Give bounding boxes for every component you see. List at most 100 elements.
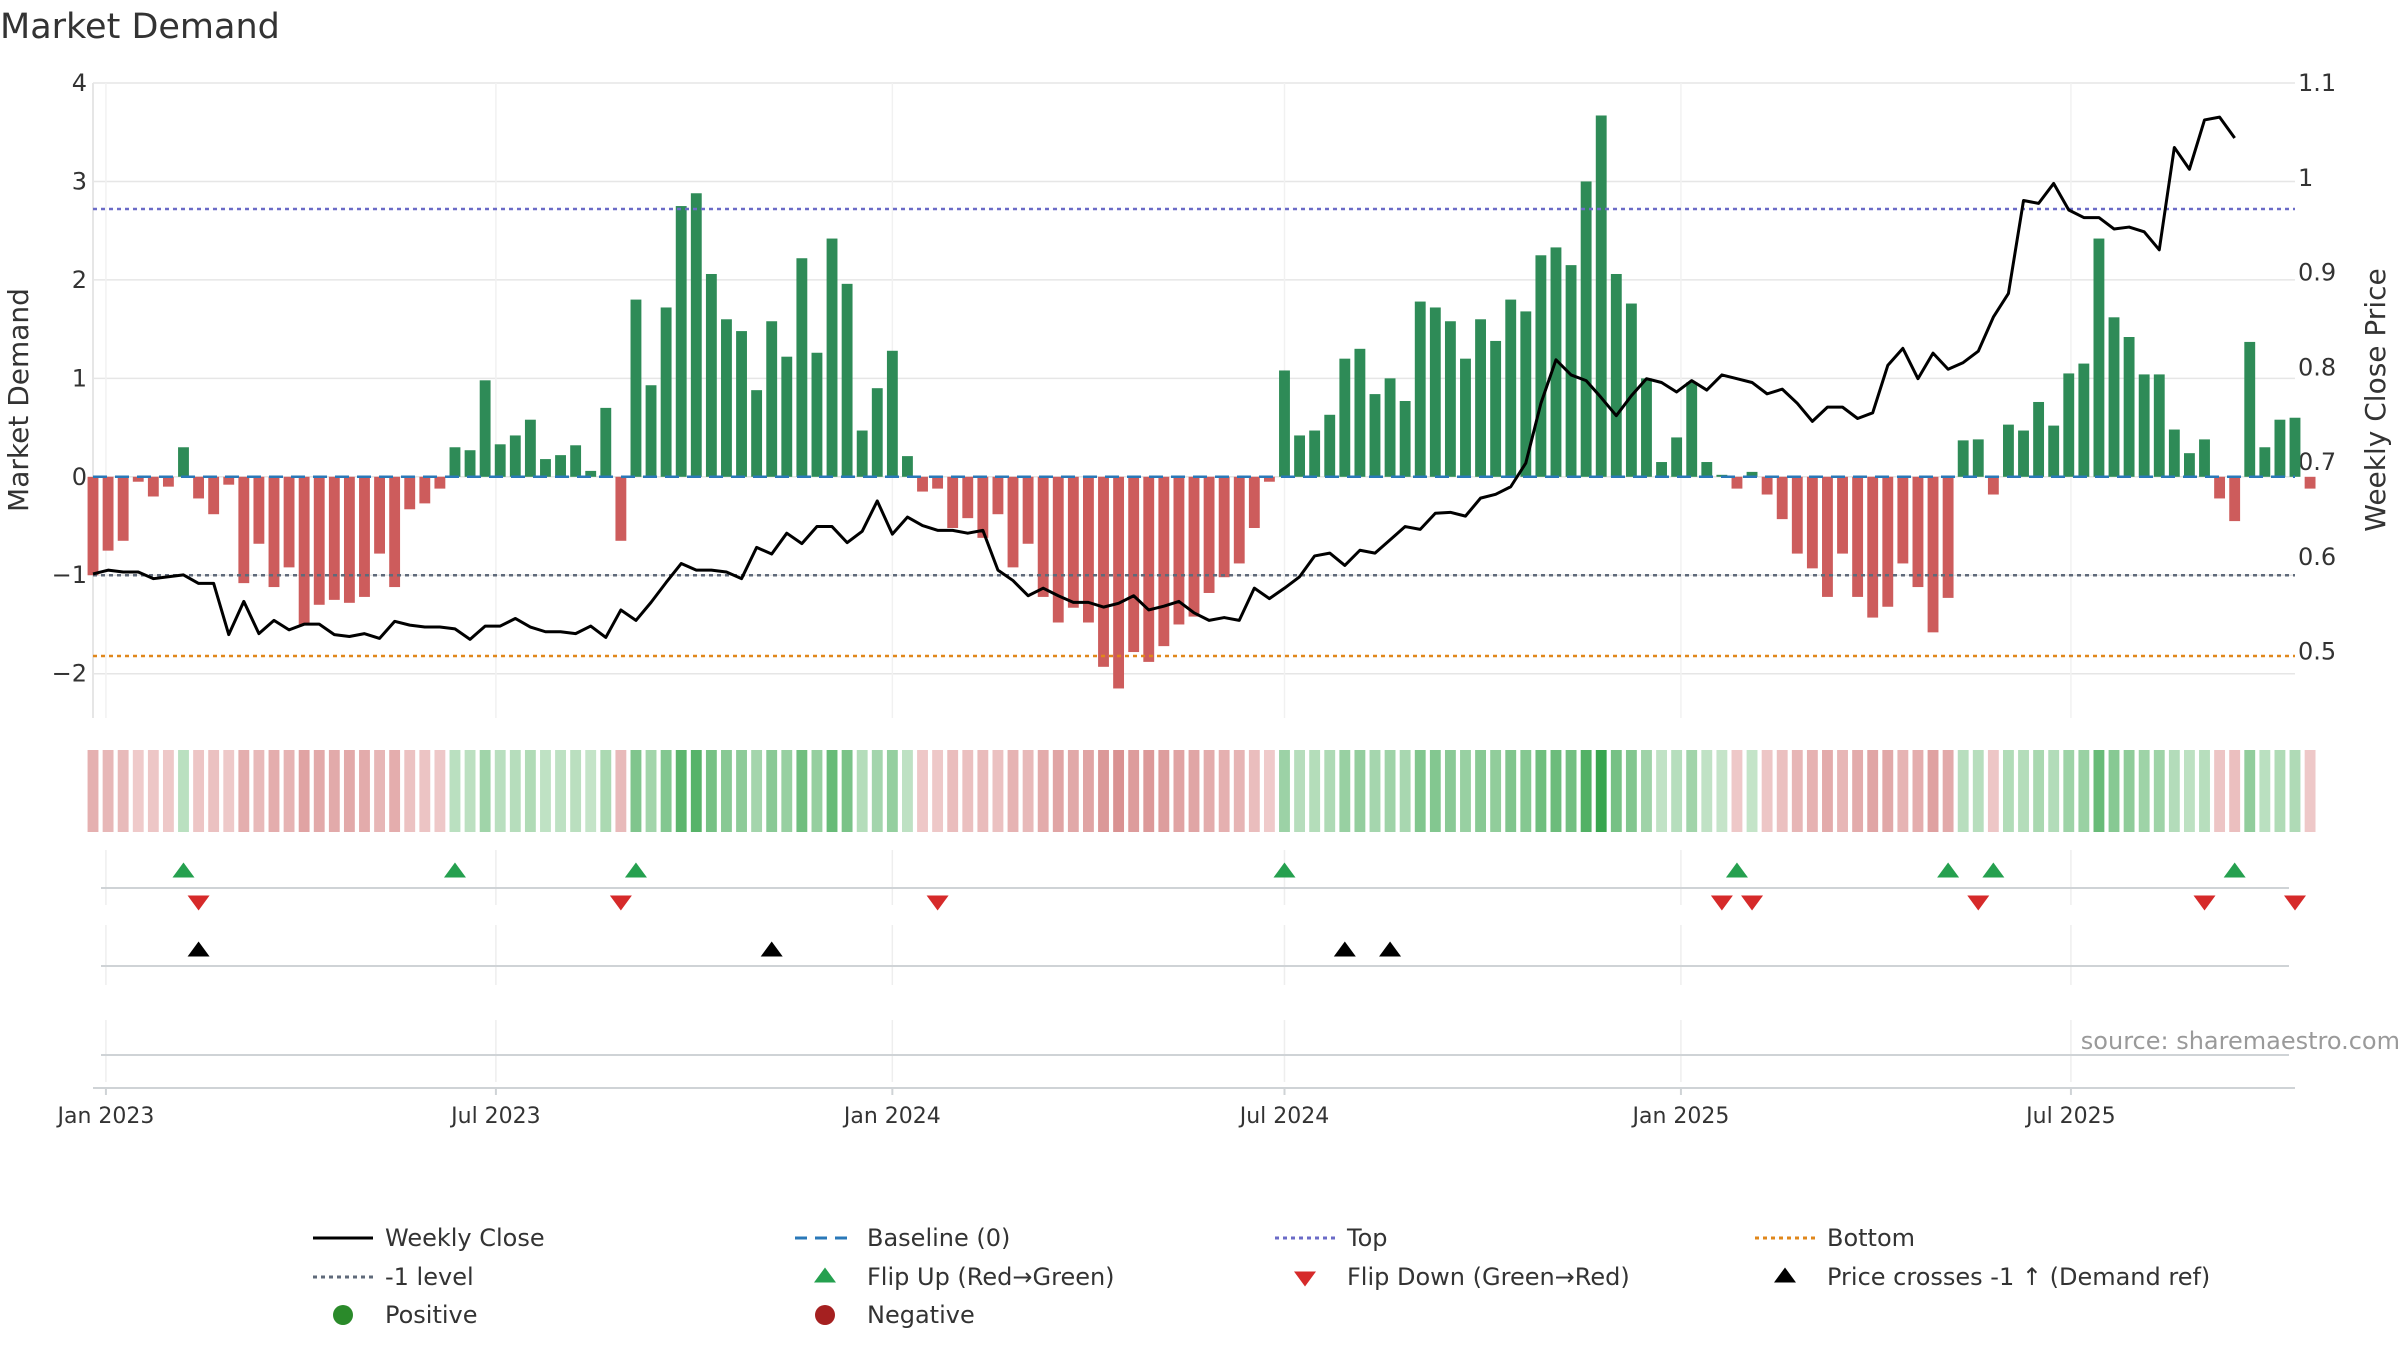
legend-symbol-triangle-down (1294, 1271, 1316, 1287)
empty-signal-panel (101, 1020, 2289, 1082)
heat-cell (1233, 750, 1245, 832)
heat-cell (1218, 750, 1230, 832)
heat-cell (555, 750, 566, 832)
demand-bar-negative (374, 476, 385, 554)
heat-cell (419, 750, 431, 832)
heat-cell (600, 750, 612, 832)
demand-bar-positive (2199, 439, 2210, 477)
heat-cell (1263, 750, 1275, 832)
heat-cell (1761, 750, 1773, 832)
demand-bar-negative (102, 476, 114, 551)
heat-cell (1339, 750, 1351, 832)
y-tick-label-left: 2 (72, 266, 87, 294)
demand-bar-negative (223, 476, 235, 485)
demand-bar-positive (524, 419, 536, 477)
y-tick-label-right: 0.9 (2298, 259, 2336, 287)
demand-bar-positive (1610, 273, 1622, 477)
heat-cell (1067, 750, 1079, 832)
demand-bar-negative (977, 476, 989, 538)
demand-bar-negative (1897, 476, 1909, 564)
flip-down-marker (2284, 895, 2306, 911)
demand-bar-positive (1354, 348, 1366, 477)
heat-cell (2304, 750, 2316, 832)
heat-cell (675, 750, 687, 832)
y-tick-label-right: 0.5 (2298, 638, 2336, 666)
heat-cell (841, 750, 853, 832)
heat-cell (1083, 750, 1094, 832)
heat-cell (1776, 750, 1788, 832)
demand-bar-negative (117, 476, 129, 541)
demand-bar-positive (856, 430, 868, 477)
heat-cell (1686, 750, 1698, 832)
demand-bar-negative (1218, 476, 1230, 578)
heat-cell (1716, 750, 1728, 832)
demand-bar-positive (1746, 471, 1758, 477)
heat-cell (1429, 750, 1441, 832)
flip-up-marker (624, 862, 647, 878)
demand-bar-negative (917, 476, 928, 492)
demand-bar-negative (2229, 476, 2241, 522)
demand-bar-positive (449, 447, 461, 477)
legend-symbol-triangle-up (814, 1267, 836, 1283)
price-cross-marker (1379, 941, 1402, 957)
legend-label: -1 level (385, 1263, 474, 1291)
heat-cell (1882, 750, 1894, 832)
price-cross-marker (187, 941, 210, 957)
flip-up-marker (2223, 862, 2246, 878)
heat-cell (449, 750, 461, 832)
demand-bar-positive (2168, 429, 2180, 477)
demand-bar-negative (1927, 476, 1939, 633)
demand-bar-positive (871, 388, 883, 477)
flip-up-marker (1982, 862, 2005, 878)
demand-bar-negative (1083, 476, 1094, 623)
demand-bar-positive (2184, 453, 2195, 477)
demand-bar-negative (1731, 476, 1743, 489)
flip-down-marker (1710, 895, 1733, 911)
demand-bar-negative (1067, 476, 1079, 608)
demand-bar-negative (1203, 476, 1215, 593)
heat-cell (1460, 750, 1471, 832)
x-axis: Jan 2023 Jul 2023 Jan 2024 Jul 2024 Jan 2025… (55, 1087, 2295, 1129)
demand-bar-positive (1294, 435, 1306, 477)
x-tick-label: Jan 2023 (55, 1104, 154, 1129)
demand-bar-negative (359, 476, 370, 597)
heat-cell (479, 750, 491, 832)
heat-cell (1942, 750, 1954, 832)
demand-bar-negative (1263, 476, 1275, 482)
legend-symbol-dot (333, 1305, 353, 1325)
heat-cell (268, 750, 280, 832)
heat-cell (2078, 750, 2090, 832)
demand-bar-positive (841, 283, 853, 477)
heat-cell (238, 750, 250, 832)
flip-up-marker (1273, 862, 1296, 878)
demand-bar-positive (826, 238, 838, 477)
demand-bar-positive (540, 459, 551, 477)
heat-cell (1384, 750, 1396, 832)
legend-label: Weekly Close (385, 1224, 545, 1252)
heat-cell (1444, 750, 1456, 832)
demand-bar-negative (253, 476, 265, 544)
heat-cell (1309, 750, 1321, 832)
heat-cell (962, 750, 974, 832)
demand-bar-negative (1173, 476, 1185, 625)
y-tick-label-right: 0.6 (2298, 543, 2336, 571)
price-cross-marker (1333, 941, 1356, 957)
demand-bar-positive (464, 450, 476, 477)
heat-cell (223, 750, 235, 832)
demand-bar-positive (1399, 400, 1411, 477)
demand-bar-positive (1656, 462, 1667, 477)
demand-bar-negative (1791, 476, 1803, 554)
demand-bar-negative (1912, 476, 1924, 588)
demand-bar-negative (162, 476, 174, 487)
y-tick-label-right: 1 (2298, 164, 2313, 192)
demand-bar-positive (2048, 425, 2060, 477)
demand-bar-negative (389, 476, 401, 588)
heat-cell (253, 750, 265, 832)
heat-cell (947, 750, 959, 832)
demand-bar-negative (1022, 476, 1034, 544)
heat-cell (1203, 750, 1215, 832)
demand-bar-positive (2078, 363, 2090, 477)
heat-cell (2184, 750, 2195, 832)
demand-bar-negative (419, 476, 431, 504)
